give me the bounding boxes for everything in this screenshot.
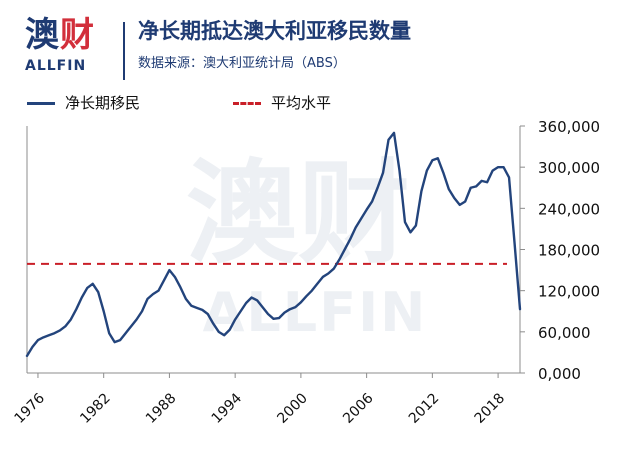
- x-tick-label: 1994: [209, 390, 246, 427]
- legend-label-migration: 净长期移民: [65, 94, 141, 112]
- legend-solid-line-icon: [27, 101, 55, 105]
- logo-mark-left: 澳: [25, 15, 60, 55]
- header-divider: [123, 22, 125, 80]
- brand-logo: 澳财 ALLFIN: [25, 18, 115, 80]
- chart-legend: 净长期移民 平均水平: [27, 92, 457, 114]
- y-tick-label: 240,000: [538, 200, 600, 218]
- logo-word: ALLFIN: [25, 58, 87, 74]
- y-tick-label: 300,000: [538, 159, 600, 177]
- x-tick-label: 2012: [406, 390, 443, 427]
- y-tick-label: 120,000: [538, 283, 600, 301]
- y-tick-label: 180,000: [538, 242, 600, 260]
- x-tick-label: 1988: [143, 390, 180, 427]
- logo-mark: 澳财: [25, 18, 95, 52]
- y-tick-label: 60,000: [538, 324, 591, 342]
- x-tick-label: 2000: [274, 390, 311, 427]
- x-tick-label: 2018: [472, 390, 509, 427]
- chart-title: 净长期抵达澳大利亚移民数量: [138, 19, 411, 43]
- chart-subtitle: 数据来源：澳大利亚统计局（ABS）: [138, 56, 346, 71]
- x-tick-label: 1982: [77, 390, 114, 427]
- watermark-main-text: 澳财: [186, 149, 410, 279]
- watermark-sub-text: ALLFIN: [203, 281, 428, 344]
- logo-mark-right: 财: [60, 15, 95, 55]
- migration-series-line: [25, 131, 522, 358]
- legend-dashed-line-icon: [233, 101, 261, 105]
- x-tick-label: 1976: [11, 390, 48, 427]
- x-tick-label: 2006: [340, 390, 377, 427]
- y-tick-label: 0,000: [538, 365, 581, 383]
- legend-label-average: 平均水平: [271, 94, 332, 112]
- legend-item-average: 平均水平: [233, 92, 331, 114]
- legend-item-migration: 净长期移民: [27, 92, 140, 114]
- y-tick-label: 360,000: [538, 118, 600, 136]
